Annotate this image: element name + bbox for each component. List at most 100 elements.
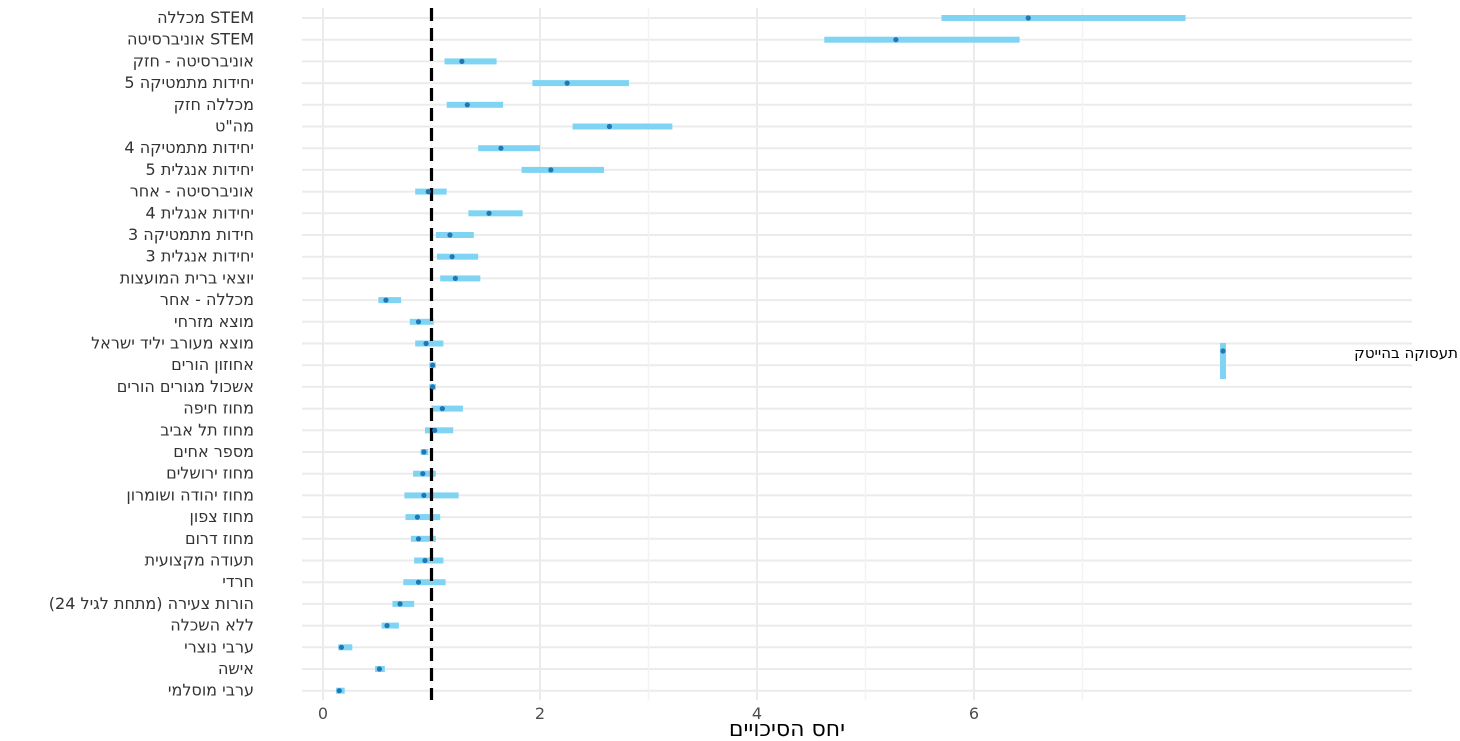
- y-label: מחוז צפון: [189, 507, 254, 526]
- point-estimate: [548, 167, 554, 173]
- y-label: אוניברסיטה - חזק: [133, 51, 254, 70]
- ci-bar: [405, 514, 441, 521]
- point-estimate: [429, 384, 436, 390]
- point-estimate: [447, 232, 453, 238]
- point-estimate: [421, 492, 427, 498]
- ci-bar: [444, 58, 497, 65]
- ci-bar: [824, 36, 1020, 43]
- panel-label: תעסוקה בהייטק: [1354, 344, 1458, 362]
- point-estimate: [336, 688, 342, 694]
- x-tick-label: 2: [535, 704, 545, 723]
- ci-bar: [338, 644, 353, 651]
- point-estimate: [421, 449, 427, 455]
- ci-bar: [381, 622, 399, 629]
- panel-label-group: תעסוקה בהייטק: [1220, 343, 1458, 379]
- y-label: מה"ט: [215, 117, 254, 136]
- ci-bar: [403, 579, 446, 586]
- y-label: ערבי מוסלמי: [168, 681, 254, 700]
- y-label: מחוז תל אביב: [160, 420, 254, 439]
- point-estimate: [420, 471, 426, 477]
- ci-bar: [446, 101, 504, 108]
- y-label: 4 יחידות מתמטיקה: [124, 138, 254, 157]
- y-label: מחוז חיפה: [183, 399, 254, 418]
- ci-bar: [468, 210, 523, 217]
- panel-marker-point: [1220, 348, 1226, 354]
- y-label: ללא השכלה: [170, 616, 254, 635]
- y-label: אוניברסיטה STEM: [127, 30, 254, 49]
- ci-bar: [436, 253, 479, 260]
- y-label: ערבי נוצרי: [184, 637, 254, 656]
- y-label: מחוז יהודה ושומרון: [126, 485, 254, 504]
- x-tick-label: 4: [752, 704, 762, 723]
- point-estimate: [425, 189, 431, 195]
- grid-lines: [302, 8, 1412, 700]
- ci-bar: [435, 232, 474, 238]
- y-label: מוצא מעורב יליד ישראל: [91, 334, 254, 353]
- y-axis-labels: מכללה STEM אוניברסיטה STEM אוניברסיטה - חז…: [49, 8, 254, 700]
- point-estimate: [459, 58, 465, 64]
- confidence-intervals: [336, 15, 1186, 694]
- y-label: 5 יחידות מתמטיקה: [124, 73, 254, 92]
- panel-marker: [1220, 343, 1226, 379]
- point-estimate: [893, 37, 899, 43]
- point-estimate: [415, 579, 422, 585]
- x-tick-label: 6: [969, 704, 979, 723]
- point-estimate: [429, 362, 436, 368]
- point-estimate: [338, 644, 345, 650]
- y-label: יוצאי ברית המועצות: [120, 268, 254, 287]
- ci-bar: [414, 557, 444, 564]
- point-estimate: [432, 427, 438, 433]
- y-label: 4 יחידות אנגלית: [146, 203, 254, 222]
- ci-bar: [409, 318, 434, 325]
- ci-bar: [572, 123, 673, 130]
- x-tick-label: 0: [318, 704, 328, 723]
- point-estimate: [414, 514, 420, 520]
- point-estimate: [397, 601, 403, 607]
- x-axis-title: יחס הסיכויים: [729, 717, 845, 741]
- ci-bar: [424, 427, 454, 434]
- ci-bar: [532, 80, 629, 87]
- y-label: 3 חידות מתמטיקה: [128, 225, 254, 244]
- y-label: אוניברסיטה - אחר: [130, 182, 254, 201]
- y-label: אשכול מגורים הורים: [117, 377, 254, 396]
- point-estimate: [383, 297, 389, 303]
- y-label: הורות צעירה (מתחת לגיל 24): [49, 594, 254, 613]
- ci-bar: [431, 405, 463, 412]
- ci-bar: [941, 15, 1186, 21]
- ci-bar: [392, 600, 415, 607]
- ci-bar: [378, 297, 402, 304]
- y-label: מכללה - אחר: [160, 290, 254, 309]
- x-axis-ticks: 0 2 4 6: [318, 704, 979, 723]
- point-estimate: [498, 145, 504, 151]
- point-estimate: [606, 123, 613, 130]
- ci-bar: [521, 166, 605, 173]
- y-label: מכללה STEM: [157, 8, 254, 27]
- point-estimate: [423, 340, 429, 347]
- y-label: מוצא מזרחי: [174, 312, 254, 331]
- y-label: תעודה מקצועית: [145, 551, 254, 570]
- point-estimate: [415, 319, 422, 325]
- y-label: מכללה חזק: [174, 95, 254, 114]
- point-estimate: [439, 406, 445, 412]
- point-estimate: [384, 623, 390, 629]
- point-estimate: [376, 666, 383, 672]
- point-estimate: [415, 536, 422, 542]
- point-estimate: [464, 102, 470, 108]
- ci-bar: [415, 340, 444, 347]
- point-estimate: [486, 210, 492, 216]
- point-estimates: [336, 15, 1031, 694]
- ci-bar: [478, 145, 540, 152]
- ci-bar: [410, 535, 436, 542]
- point-estimate: [564, 80, 570, 86]
- point-estimate: [452, 275, 458, 281]
- ci-bar: [440, 275, 481, 282]
- y-label: אישה: [218, 659, 254, 678]
- y-label: חרדי: [222, 572, 254, 591]
- y-label: מספר אחים: [173, 442, 254, 461]
- point-estimate: [1025, 15, 1031, 21]
- y-label: 3 יחידות אנגלית: [146, 247, 254, 266]
- point-estimate: [422, 557, 428, 564]
- y-label: 5 יחידות אנגלית: [146, 160, 254, 179]
- point-estimate: [449, 254, 455, 260]
